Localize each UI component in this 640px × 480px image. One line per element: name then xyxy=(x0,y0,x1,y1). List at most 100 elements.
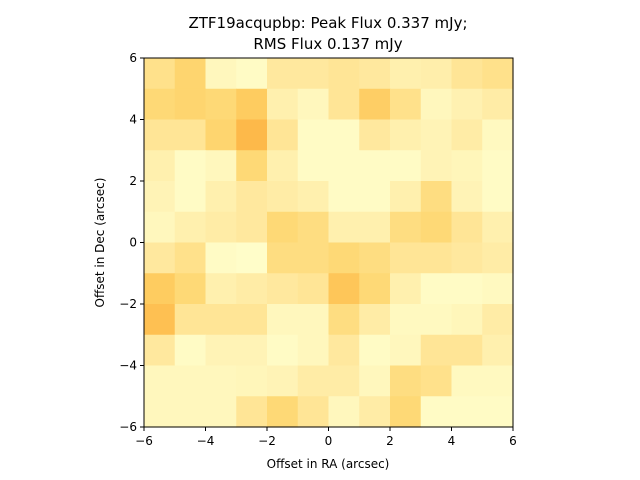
heatmap-cell xyxy=(144,365,176,397)
y-axis-label: Offset in Dec (arcsec) xyxy=(93,178,107,308)
heatmap-cell xyxy=(359,334,391,367)
heatmap-cell xyxy=(205,396,237,428)
heatmap-cell xyxy=(236,365,268,397)
x-tick-label: −6 xyxy=(135,434,153,448)
heatmap-cell xyxy=(236,88,268,121)
heatmap-cell xyxy=(451,181,483,213)
x-tick-label: 0 xyxy=(325,434,333,448)
heatmap-cell xyxy=(390,58,422,90)
heatmap-cell xyxy=(482,273,514,305)
heatmap-cell xyxy=(359,396,391,428)
heatmap-cell xyxy=(451,334,483,367)
heatmap-cell xyxy=(236,396,268,428)
heatmap-cell xyxy=(390,304,422,336)
heatmap-cell xyxy=(174,396,207,428)
heatmap-cell xyxy=(359,273,391,305)
heatmap-cell xyxy=(267,273,299,305)
heatmap-cell xyxy=(359,58,391,90)
heatmap-cell xyxy=(174,58,207,90)
heatmap-cell xyxy=(267,119,299,151)
x-tick-label: 6 xyxy=(509,434,517,448)
heatmap-cell xyxy=(390,365,422,397)
heatmap-cell xyxy=(297,150,330,182)
heatmap-cell xyxy=(174,211,207,244)
heatmap-cell xyxy=(420,181,453,213)
heatmap-cell xyxy=(420,273,453,305)
heatmap-cell xyxy=(359,181,391,213)
heatmap-cell xyxy=(482,396,514,428)
heatmap-cell xyxy=(297,304,330,336)
heatmap-cell xyxy=(144,242,176,274)
heatmap-cell xyxy=(267,58,299,90)
heatmap-cell xyxy=(297,334,330,367)
heatmap-cell xyxy=(451,211,483,244)
heatmap-cell xyxy=(205,211,237,244)
heatmap-cell xyxy=(144,304,176,336)
heatmap-cell xyxy=(482,211,514,244)
heatmap-cell xyxy=(390,119,422,151)
heatmap-cell xyxy=(144,211,176,244)
heatmap-cell xyxy=(359,150,391,182)
heatmap-cell xyxy=(144,273,176,305)
heatmap-cell xyxy=(297,211,330,244)
heatmap-cell xyxy=(390,396,422,428)
heatmap-cell xyxy=(267,211,299,244)
y-tick-label: 6 xyxy=(129,51,137,65)
heatmap-cell xyxy=(267,181,299,213)
heatmap-cell xyxy=(451,365,483,397)
heatmap-cell xyxy=(359,119,391,151)
heatmap-cell xyxy=(267,150,299,182)
heatmap-cell xyxy=(205,150,237,182)
heatmap-cell xyxy=(482,88,514,121)
heatmap-cell xyxy=(236,304,268,336)
heatmap-cell xyxy=(205,365,237,397)
x-axis-label: Offset in RA (arcsec) xyxy=(267,457,390,471)
heatmap-cell xyxy=(482,58,514,90)
heatmap-cell xyxy=(174,88,207,121)
heatmap-cell xyxy=(174,334,207,367)
heatmap-cell xyxy=(328,365,360,397)
heatmap-cell xyxy=(174,242,207,274)
heatmap-cell xyxy=(297,242,330,274)
heatmap-cell xyxy=(144,58,176,90)
heatmap-cell xyxy=(174,304,207,336)
heatmap-cell xyxy=(451,150,483,182)
y-tick-label: −6 xyxy=(119,420,137,434)
heatmap-cell xyxy=(205,119,237,151)
heatmap-cell xyxy=(359,211,391,244)
heatmap-cell xyxy=(297,88,330,121)
x-tick-label: −4 xyxy=(197,434,215,448)
heatmap-cell xyxy=(451,58,483,90)
heatmap-cell xyxy=(482,365,514,397)
heatmap-cell xyxy=(144,181,176,213)
heatmap-cell xyxy=(328,334,360,367)
heatmap-cell xyxy=(328,242,360,274)
heatmap-cell xyxy=(420,334,453,367)
heatmap-cell xyxy=(451,88,483,121)
heatmap-cell xyxy=(328,396,360,428)
heatmap-cell xyxy=(297,58,330,90)
heatmap-cell xyxy=(328,150,360,182)
heatmap-cell xyxy=(451,242,483,274)
heatmap-cell xyxy=(420,88,453,121)
heatmap-cell xyxy=(236,242,268,274)
heatmap-cell xyxy=(420,304,453,336)
heatmap-cell xyxy=(451,396,483,428)
heatmap-cell xyxy=(267,88,299,121)
heatmap-cell xyxy=(174,365,207,397)
heatmap-cell xyxy=(267,365,299,397)
heatmap-cell xyxy=(267,396,299,428)
heatmap-cell xyxy=(390,242,422,274)
heatmap-cell xyxy=(205,242,237,274)
heatmap-cell xyxy=(144,334,176,367)
heatmap-cell xyxy=(297,365,330,397)
heatmap-cell xyxy=(236,181,268,213)
heatmap-cell xyxy=(236,273,268,305)
heatmap-cell xyxy=(420,211,453,244)
heatmap-cell xyxy=(482,119,514,151)
heatmap-cell xyxy=(328,88,360,121)
heatmap-cell xyxy=(236,150,268,182)
heatmap-cell xyxy=(451,273,483,305)
heatmap-cell xyxy=(144,150,176,182)
